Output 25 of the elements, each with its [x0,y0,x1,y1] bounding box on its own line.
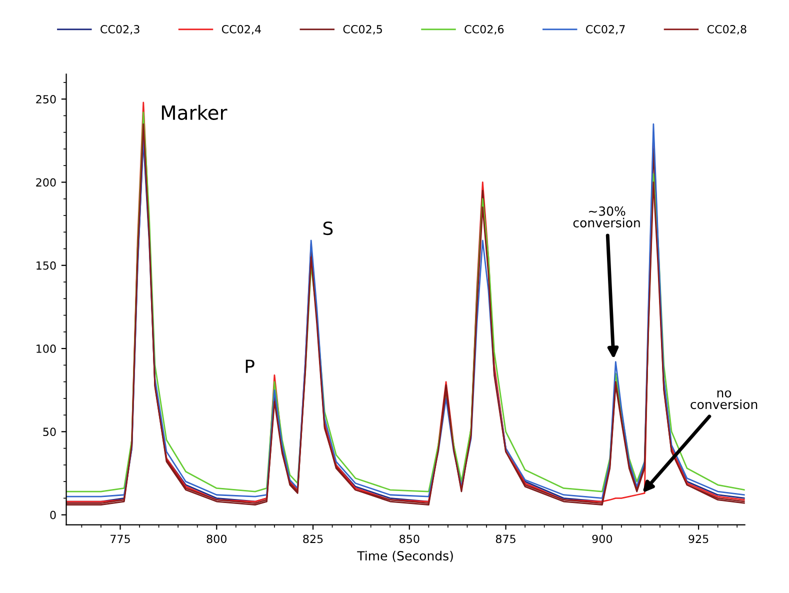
y-tick-label: 100 [36,344,56,353]
x-tick-label: 900 [592,534,612,544]
y-tick-label: 0 [50,510,56,520]
y-tick-label: 50 [43,428,56,436]
y-tick-label: 200 [36,178,56,187]
x-tick-label: 775 [110,534,130,544]
annotation: S [323,221,333,236]
annotation: no conversion [690,390,758,410]
x-axis-title: Time (Seconds) [357,550,453,562]
legend-label: CC02,5 [343,25,382,35]
legend-label: CC02,6 [464,25,504,35]
x-tick-label: 800 [206,534,226,544]
annotation: P [246,360,254,373]
legend-label: CC02,8 [707,25,746,35]
x-tick-label: 825 [303,534,323,544]
legend-label: CC02,7 [586,25,625,35]
x-tick-label: 925 [688,534,708,544]
annotation: ~30% conversion [573,206,640,228]
y-tick-label: 250 [36,95,56,104]
annotation: Marker [162,104,228,120]
y-tick-label: 150 [36,261,56,270]
legend-label: CC02,3 [100,25,140,35]
legend-label: CC02,4 [222,25,261,35]
x-tick-label: 875 [496,534,516,544]
x-tick-label: 850 [400,534,420,544]
